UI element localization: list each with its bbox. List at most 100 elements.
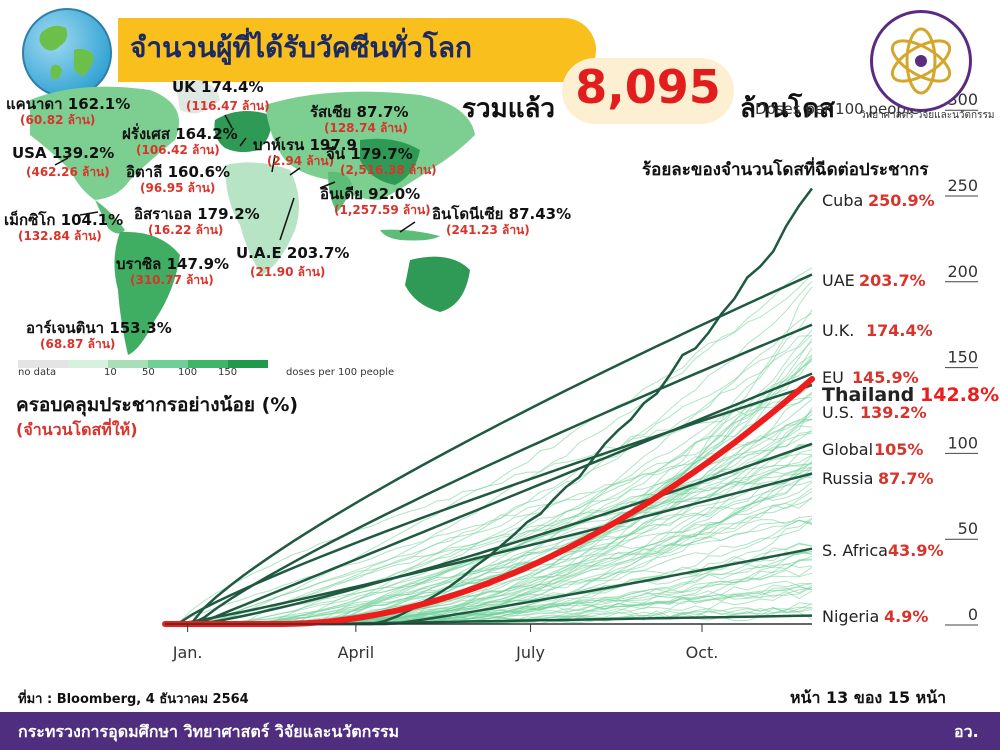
map-pointers: [54, 114, 416, 241]
map-country-doses: (106.42 ล้าน): [136, 143, 220, 157]
map-country-label: บราซิล 147.9%: [116, 255, 230, 273]
south-america-shape: [114, 231, 180, 355]
x-tick-label: Jan.: [172, 643, 203, 662]
series-name-label: U.S.: [822, 403, 854, 422]
y-tick-label: 200: [947, 262, 978, 281]
north-america-shape: [30, 86, 180, 200]
coverage-label: ครอบคลุมประชากรอย่างน้อย (%): [16, 394, 299, 416]
series-value-label: 105%: [874, 440, 923, 459]
legend-tick: 150: [218, 367, 238, 378]
series-line-uae: [165, 273, 813, 626]
ministry-name: กระทรวงการอุดมศึกษา วิทยาศาสตร์ วิจัยและ…: [18, 722, 400, 741]
coverage-sublabel: (จำนวนโดสที่ให้): [16, 420, 138, 439]
y-tick-label: 250: [947, 176, 978, 195]
x-tick-label: July: [515, 643, 545, 662]
series-line-eu: [165, 372, 813, 626]
series-line-us: [165, 383, 813, 626]
title-banner: [118, 18, 596, 82]
country-line: [165, 267, 813, 625]
series-name-label: Thailand: [822, 384, 914, 406]
country-line: [165, 467, 813, 625]
series-value-label: 87.7%: [878, 469, 934, 488]
footer-bar: [0, 712, 1000, 750]
ministry-abbr: อว.: [954, 722, 979, 741]
series-line-russia: [165, 472, 813, 626]
map-country-label: รัสเซีย 87.7%: [310, 103, 409, 121]
map-country-label: ฝรั่งเศส 164.2%: [122, 125, 238, 143]
ministry-name-small: วิทยาศาสตร์ วิจัยและนวัตกรรม: [860, 110, 995, 121]
map-country-label: UK 174.4%: [172, 78, 264, 96]
legend-tick: 50: [142, 367, 155, 378]
map-country-doses: (60.82 ล้าน): [20, 113, 96, 127]
legend-tick: 100: [178, 367, 198, 378]
country-line: [165, 397, 813, 625]
legend-tick: doses per 100 people: [286, 367, 395, 378]
series-name-label: UAE: [822, 271, 855, 290]
map-country-doses: (2,516.38 ล้าน): [340, 163, 437, 177]
y-tick-label: 150: [947, 348, 978, 367]
total-label: รวมแล้ว: [462, 94, 555, 124]
series-value-label: 142.8%: [920, 384, 999, 406]
map-country-label: USA 139.2%: [12, 144, 115, 162]
atom-emblem-icon: [890, 27, 952, 95]
map-country-doses: (16.22 ล้าน): [148, 223, 224, 237]
map-country-doses: (68.87 ล้าน): [40, 337, 116, 351]
series-value-label: 174.4%: [866, 321, 933, 340]
map-country-doses: (241.23 ล้าน): [446, 223, 530, 237]
map-country-doses: (310.77 ล้าน): [130, 273, 214, 287]
x-tick-label: Oct.: [686, 643, 719, 662]
map-country-label: อินเดีย 92.0%: [320, 185, 421, 203]
chart-subtitle: ร้อยละของจำนวนโดสที่ฉีดต่อประชากร: [642, 160, 929, 180]
africa-shape: [225, 162, 299, 275]
map-country-label: แคนาดา 162.1%: [6, 95, 131, 113]
map-country-label: อินโดนีเซีย 87.43%: [432, 205, 572, 223]
legend-tick: 10: [104, 367, 117, 378]
china-shape: [360, 138, 420, 185]
total-unit: ล้านโดส: [740, 94, 836, 124]
series-name-label: Nigeria: [822, 607, 879, 626]
y-tick-label: 100: [947, 433, 978, 452]
series-value-label: 43.9%: [888, 541, 944, 560]
y-tick-label: 50: [958, 519, 978, 538]
series-line-global: [165, 442, 813, 626]
map-country-doses: (1,257.59 ล้าน): [334, 203, 431, 217]
page-number: หน้า 13 ของ 15 หน้า: [790, 688, 947, 707]
map-legend-bar: [18, 360, 268, 368]
central-america-shape: [95, 200, 125, 234]
map-country-label: บาห์เรน 197.9: [253, 136, 357, 154]
map-country-label: อิสราเอล 179.2%: [134, 205, 260, 223]
series-name-label: Russia: [822, 469, 873, 488]
series-labels: Cuba 250.9% UAE 203.7% U.K. 174.4% EU 145.9%Tha…: [822, 191, 999, 626]
country-line: [164, 425, 813, 625]
map-country-doses: (96.95 ล้าน): [140, 181, 216, 195]
map-country-label: อิตาลี 160.6%: [126, 163, 231, 181]
map-country-doses: (21.90 ล้าน): [250, 265, 326, 279]
x-tick-label: April: [338, 643, 375, 662]
country-line: [165, 467, 813, 625]
series-value-label: 145.9%: [852, 368, 919, 387]
legend-tick: no data: [18, 367, 57, 378]
x-axis: Jan. April July Oct.: [165, 623, 812, 662]
series-name-label: S. Africa: [822, 541, 888, 560]
series-name-label: EU: [822, 368, 844, 387]
series-name-label: U.K.: [822, 321, 854, 340]
series-name-label: Cuba: [822, 191, 863, 210]
series-line-uk: [165, 323, 813, 626]
australia-shape: [405, 256, 470, 312]
greenland-shape: [175, 80, 220, 114]
ministry-logo: [870, 10, 972, 112]
globe-continents: [39, 25, 94, 80]
source-note: ที่มา : Bloomberg, 4 ธันวาคม 2564: [18, 692, 249, 707]
total-badge: [562, 58, 734, 124]
map-country-doses: (128.74 ล้าน): [324, 121, 408, 135]
map-country-label: เม็กซิโก 104.1%: [4, 211, 124, 229]
series-value-label: 139.2%: [860, 403, 927, 422]
map-country-label: U.A.E 203.7%: [236, 244, 350, 262]
series-name-label: Global: [822, 440, 873, 459]
total-value: 8,095: [575, 60, 721, 114]
series-value-label: 250.9%: [868, 191, 935, 210]
series-value-label: 203.7%: [859, 271, 926, 290]
y-axis-title: Doses per 100 people: [755, 100, 920, 118]
